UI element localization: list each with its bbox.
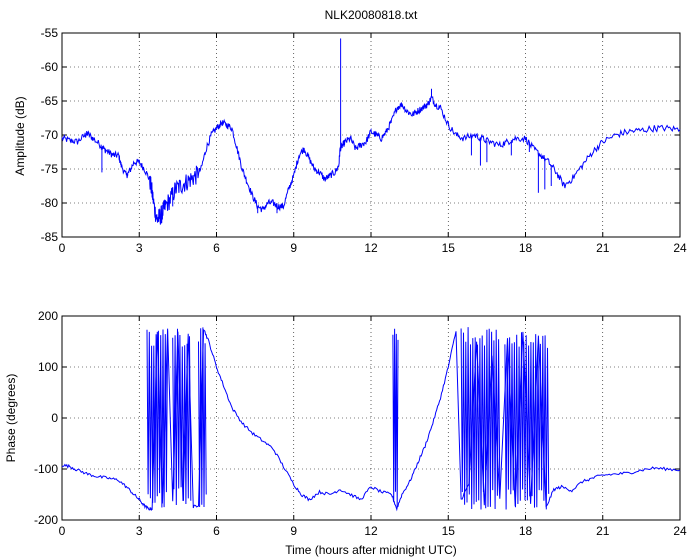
amplitude-x-tick-label: 15 <box>442 241 456 255</box>
phase-series-line <box>61 328 681 512</box>
amplitude-y-tick-label: -75 <box>41 162 59 176</box>
phase-x-tick-label: 24 <box>673 524 687 538</box>
amplitude-y-tick-label: -55 <box>41 26 59 40</box>
phase-wrap-burst <box>504 332 550 510</box>
phase-x-tick-label: 6 <box>213 524 220 538</box>
phase-x-tick-label: 21 <box>596 524 610 538</box>
phase-y-tick-label: -100 <box>34 462 58 476</box>
phase-axes: 0 3 6 9 12 15 18 21 24 -200 -100 0 100 200 <box>34 309 687 538</box>
phase-x-tick-label: 0 <box>59 524 66 538</box>
amplitude-series-line <box>61 95 681 225</box>
phase-x-tick-label: 9 <box>290 524 297 538</box>
amplitude-x-tick-label: 0 <box>59 241 66 255</box>
phase-x-axis-label: Time (hours after midnight UTC) <box>285 543 457 557</box>
amplitude-y-tick-label: -60 <box>41 60 59 74</box>
phase-y-axis-label: Phase (degrees) <box>4 374 18 463</box>
amplitude-y-tick-label: -65 <box>41 94 59 108</box>
phase-y-tick-label: 0 <box>51 411 58 425</box>
phase-wrap-burst <box>392 328 399 508</box>
amplitude-plot-title: NLK20080818.txt <box>325 8 418 22</box>
phase-x-tick-label: 18 <box>519 524 533 538</box>
phase-x-tick-label: 3 <box>136 524 143 538</box>
amplitude-axes: 0 3 6 9 12 15 18 21 24 -85 -80 -75 -70 -65 -60 -55 <box>41 26 687 255</box>
phase-wrap-burst <box>146 329 169 508</box>
amplitude-y-axis-label: Amplitude (dB) <box>13 96 27 175</box>
amplitude-x-tick-label: 6 <box>213 241 220 255</box>
amplitude-x-tick-label: 21 <box>596 241 610 255</box>
amplitude-x-tick-label: 3 <box>136 241 143 255</box>
phase-x-tick-label: 12 <box>364 524 378 538</box>
amplitude-y-tick-label: -70 <box>41 128 59 142</box>
amplitude-x-tick-label: 24 <box>673 241 687 255</box>
amplitude-x-tick-label: 12 <box>364 241 378 255</box>
phase-wrap-burst <box>198 327 207 508</box>
amplitude-x-tick-label: 18 <box>519 241 533 255</box>
amplitude-y-tick-label: -80 <box>41 196 59 210</box>
phase-wrap-burst <box>460 327 501 510</box>
amplitude-x-tick-label: 9 <box>290 241 297 255</box>
amplitude-y-tick-label: -85 <box>41 230 59 244</box>
phase-wrap-burst <box>172 328 192 506</box>
phase-y-tick-label: -200 <box>34 513 58 527</box>
phase-y-tick-label: 200 <box>38 309 58 323</box>
phase-x-tick-label: 15 <box>442 524 456 538</box>
phase-y-tick-label: 100 <box>38 360 58 374</box>
